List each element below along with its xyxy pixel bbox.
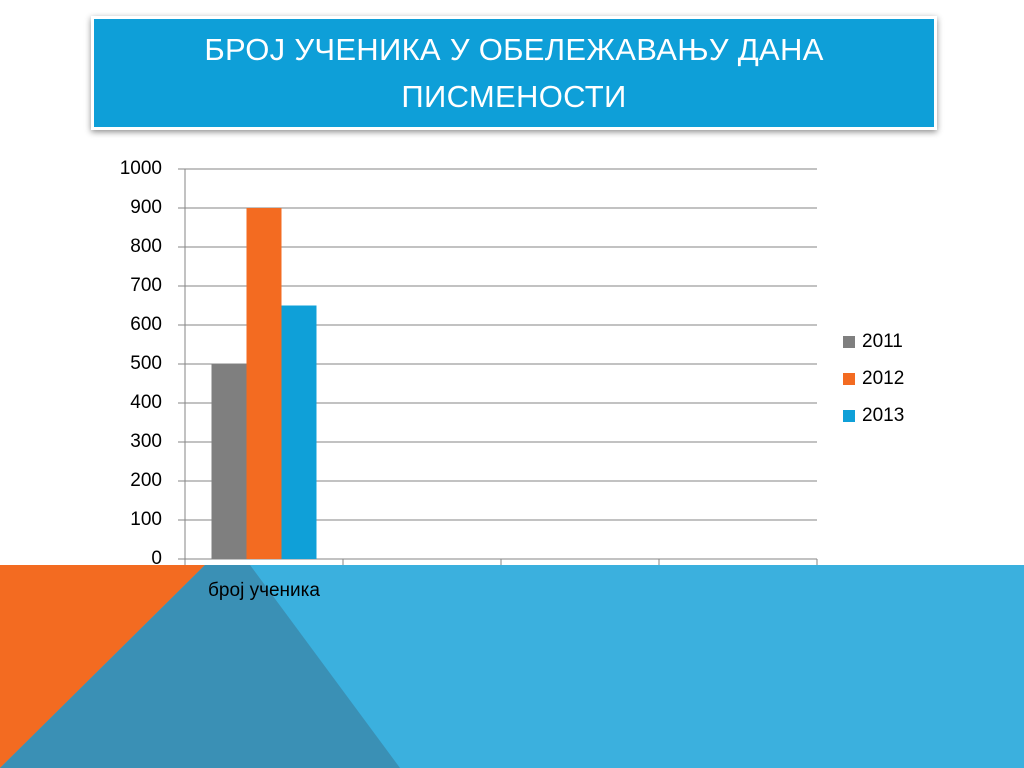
legend-label: 2013 bbox=[862, 405, 904, 426]
legend-swatch bbox=[843, 336, 855, 348]
y-tick-label: 1000 bbox=[120, 158, 162, 179]
y-tick-label: 300 bbox=[130, 431, 162, 452]
legend-swatch bbox=[843, 373, 855, 385]
y-tick-label: 100 bbox=[130, 509, 162, 530]
legend-swatch bbox=[843, 410, 855, 422]
legend-label: 2012 bbox=[862, 368, 904, 389]
bar bbox=[211, 364, 247, 559]
y-tick-label: 200 bbox=[130, 470, 162, 491]
y-tick-label: 700 bbox=[130, 275, 162, 296]
bar bbox=[281, 305, 317, 559]
x-tick-label: број ученика bbox=[208, 580, 320, 601]
y-tick-label: 900 bbox=[130, 197, 162, 218]
chart-title: БРОЈ УЧЕНИКА У ОБЕЛЕЖАВАЊУ ДАНА ПИСМЕНОС… bbox=[204, 32, 824, 114]
decor-dark bbox=[0, 565, 400, 768]
y-tick-label: 400 bbox=[130, 392, 162, 413]
y-tick-label: 500 bbox=[130, 353, 162, 374]
legend-label: 2011 bbox=[862, 331, 903, 352]
bar bbox=[246, 208, 282, 559]
y-tick-label: 600 bbox=[130, 314, 162, 335]
title-banner: БРОЈ УЧЕНИКА У ОБЕЛЕЖАВАЊУ ДАНА ПИСМЕНОС… bbox=[91, 16, 937, 130]
y-tick-label: 0 bbox=[151, 548, 162, 569]
y-tick-label: 800 bbox=[130, 236, 162, 257]
